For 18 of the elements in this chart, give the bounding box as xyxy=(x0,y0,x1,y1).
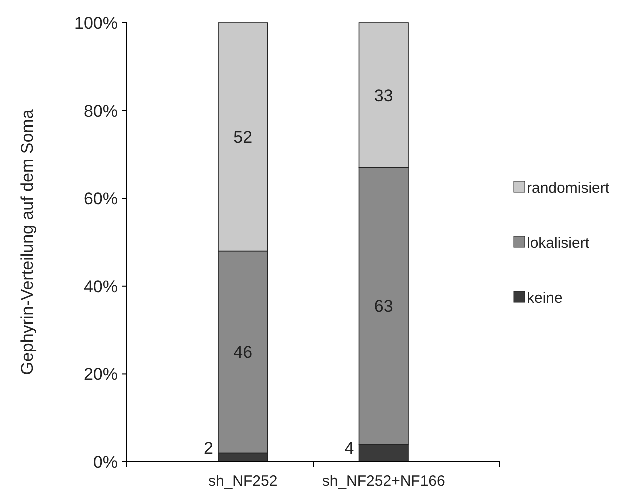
legend-label: randomisiert xyxy=(527,180,610,197)
y-tick-label: 0% xyxy=(93,452,118,472)
y-tick-label: 80% xyxy=(84,102,118,121)
data-label: 52 xyxy=(234,128,253,148)
x-tick-label: sh_NF252 xyxy=(208,473,278,490)
legend-label: keine xyxy=(527,290,563,307)
data-label: 63 xyxy=(374,297,394,316)
x-tick-label: sh_NF252+NF166 xyxy=(322,473,446,490)
y-axis-title: Gephyrin-Verteilung auf dem Soma xyxy=(18,109,37,376)
y-tick-label: 100% xyxy=(74,14,118,33)
data-label: 2 xyxy=(204,438,214,458)
y-tick-label: 60% xyxy=(84,190,118,209)
data-label: 33 xyxy=(374,86,394,106)
data-label: 46 xyxy=(234,343,253,362)
legend-label: lokalisiert xyxy=(527,234,590,252)
y-tick-label: 20% xyxy=(84,365,118,384)
y-tick-label: 40% xyxy=(84,277,118,296)
data-label: 4 xyxy=(344,438,354,458)
